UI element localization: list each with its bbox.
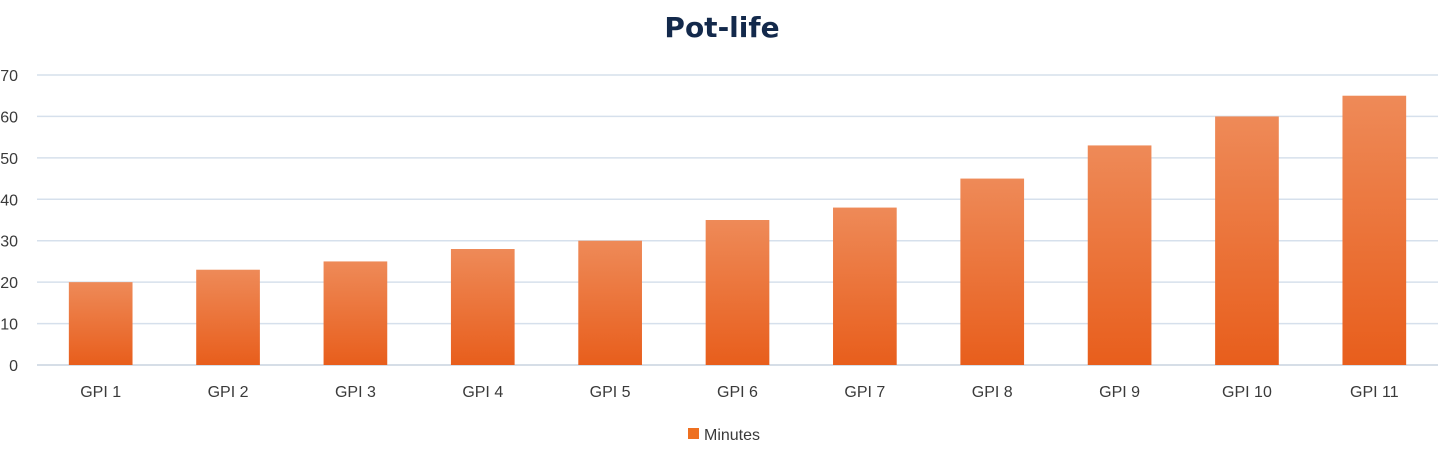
y-tick-label: 30 <box>0 234 18 251</box>
bars <box>68 95 1407 365</box>
x-tick-label: GPI 5 <box>590 384 631 401</box>
legend-label: Minutes <box>704 427 760 444</box>
bar <box>1087 145 1152 365</box>
bar <box>705 220 770 365</box>
x-axis-ticks: GPI 1 GPI 2 GPI 3 GPI 4 GPI 5 GPI 6 GPI 7 GPI 8… <box>80 384 1398 401</box>
y-tick-label: 10 <box>0 317 18 334</box>
y-tick-label: 20 <box>0 275 18 292</box>
x-tick-label: GPI 4 <box>462 384 503 401</box>
bar <box>833 207 897 365</box>
x-tick-label: GPI 10 <box>1222 384 1272 401</box>
bar <box>578 240 642 365</box>
y-tick-label: 50 <box>0 151 18 168</box>
bar <box>1342 95 1407 365</box>
x-tick-label: GPI 3 <box>335 384 376 401</box>
x-tick-label: GPI 2 <box>208 384 249 401</box>
y-tick-label: 40 <box>0 192 18 209</box>
y-tick-label: 70 <box>0 68 18 85</box>
bar <box>1215 116 1279 365</box>
y-axis-ticks: 0 10 20 30 40 50 60 70 <box>0 68 18 375</box>
x-tick-label: GPI 11 <box>1350 384 1399 401</box>
bar <box>68 282 133 365</box>
x-tick-label: GPI 8 <box>972 384 1013 401</box>
bar <box>960 178 1025 365</box>
y-tick-label: 60 <box>0 109 18 126</box>
bar <box>196 269 260 365</box>
x-tick-label: GPI 1 <box>80 384 121 401</box>
x-tick-label: GPI 9 <box>1099 384 1140 401</box>
bar <box>323 261 388 365</box>
x-tick-label: GPI 6 <box>717 384 758 401</box>
x-tick-label: GPI 7 <box>844 384 885 401</box>
y-tick-label: 0 <box>9 358 18 375</box>
bar <box>450 249 515 365</box>
legend-swatch <box>688 428 699 439</box>
legend: Minutes <box>688 427 760 444</box>
chart-title: Pot-life <box>664 11 779 44</box>
